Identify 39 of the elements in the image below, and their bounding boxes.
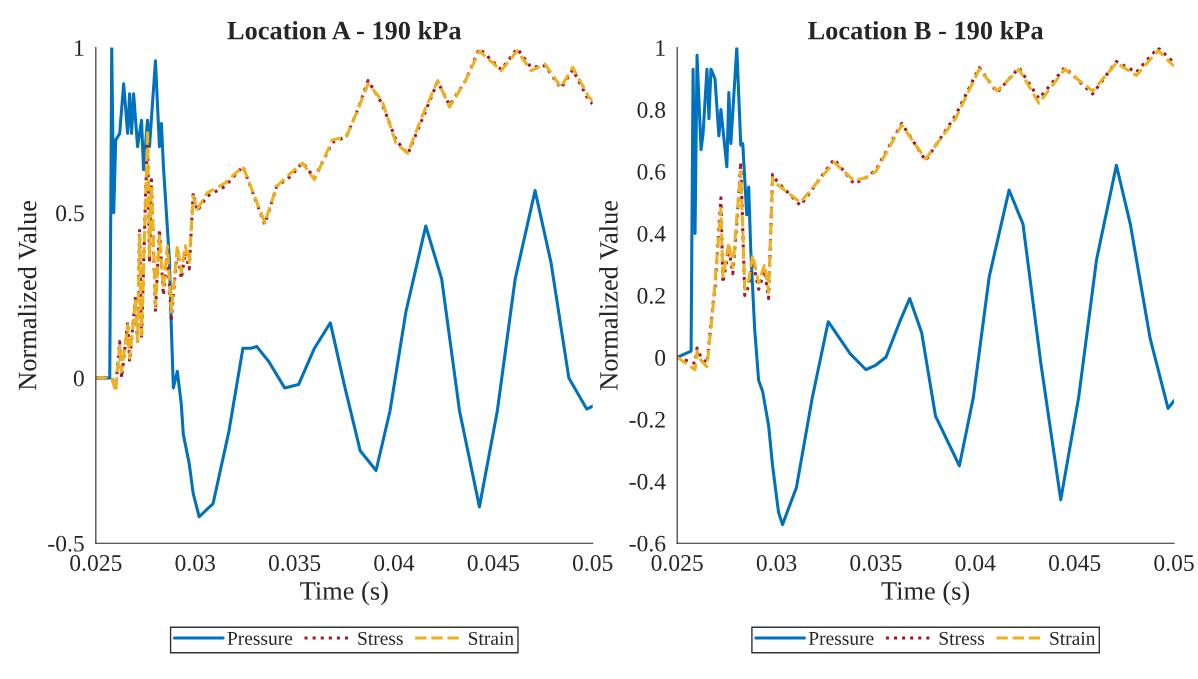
y-tick-label: 0 (73, 370, 84, 387)
chart-title: Location A - 190 kPa (227, 20, 462, 40)
y-tick-label: 0.4 (637, 225, 666, 242)
x-tick-label: 0.05 (572, 554, 613, 572)
legend-label: Stress (939, 631, 985, 645)
x-tick-label: 0.03 (756, 554, 797, 572)
x-axis-title: Time (s) (881, 581, 970, 606)
y-tick-label: 0.5 (56, 205, 84, 222)
y-tick-label: 0.2 (637, 287, 665, 304)
line-series (95, 47, 593, 390)
y-tick-label: 1 (656, 40, 665, 56)
x-tick-label: 0.03 (175, 554, 215, 572)
legend-label: Pressure (808, 632, 874, 645)
legend-label: Strain (468, 631, 514, 645)
legend-label: Stress (358, 631, 403, 645)
x-tick-label: 0.04 (955, 554, 996, 572)
x-tick-label: 0.045 (1049, 554, 1101, 572)
legend-label: Pressure (227, 632, 293, 645)
y-axis-title: Normalized Value (599, 200, 618, 390)
y-tick-label: -0.5 (48, 535, 84, 552)
chart-title: Location B - 190 kPa (808, 20, 1044, 40)
y-tick-label: 0.6 (637, 163, 666, 180)
x-tick-label: 0.025 (70, 554, 122, 572)
y-axis-title: Normalized Value (17, 200, 37, 390)
y-tick-label: -0.2 (629, 411, 665, 428)
x-tick-label: 0.04 (374, 554, 415, 572)
x-tick-label: 0.045 (467, 554, 519, 572)
y-tick-label: 1 (75, 40, 84, 56)
y-tick-label: 0.8 (637, 101, 666, 119)
line-series (677, 47, 1175, 527)
x-tick-label: 0.035 (850, 554, 902, 572)
x-tick-label: 0.025 (651, 554, 703, 572)
x-axis-title: Time (s) (300, 581, 388, 606)
legend-label: Strain (1050, 631, 1096, 645)
y-tick-label: -0.4 (629, 473, 666, 490)
x-tick-label: 0.035 (268, 554, 321, 572)
y-tick-label: 0 (655, 349, 666, 366)
x-tick-label: 0.05 (1154, 554, 1194, 572)
y-tick-label: -0.6 (629, 535, 666, 552)
